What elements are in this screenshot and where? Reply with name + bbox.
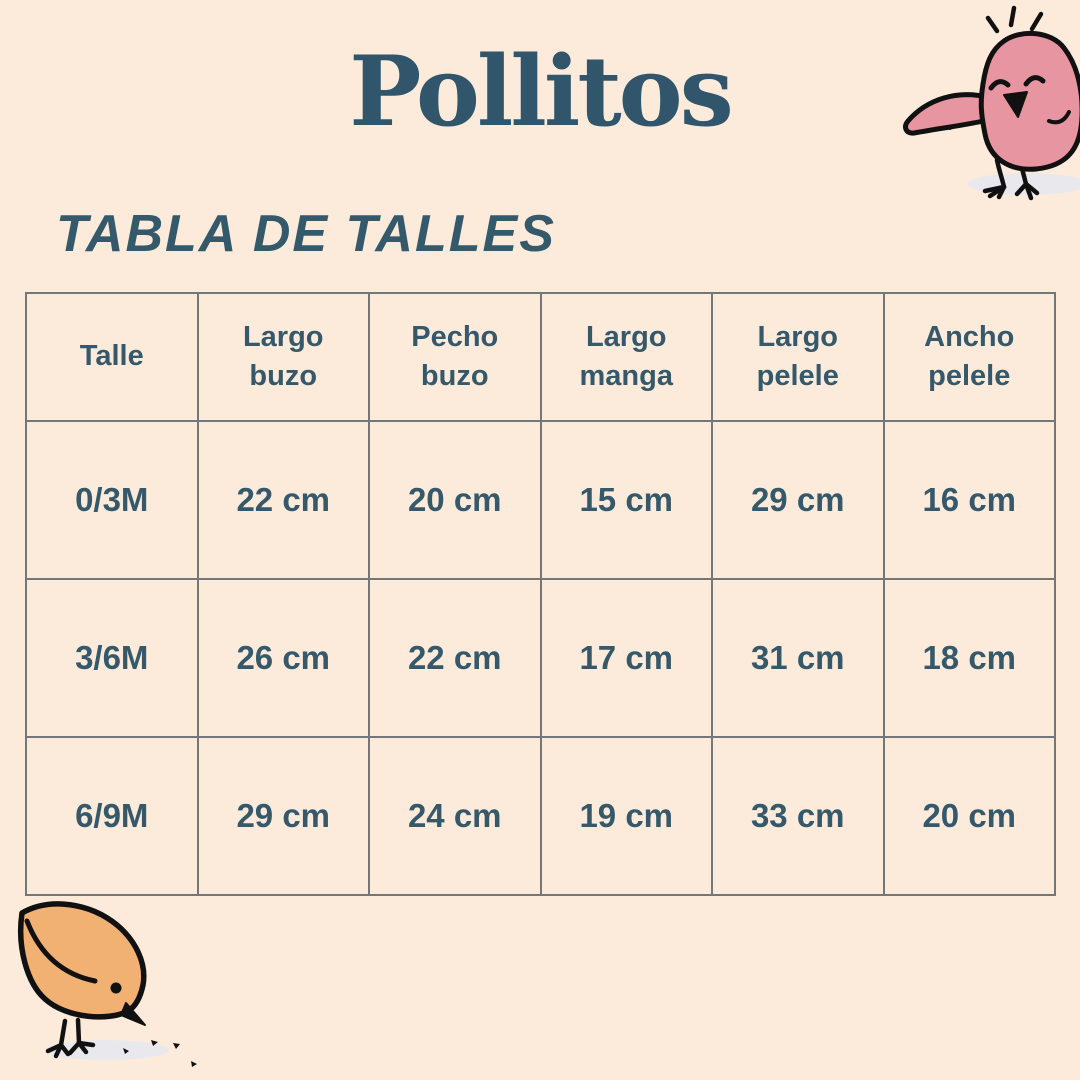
- col-header-largo-buzo: Largo buzo: [196, 292, 370, 422]
- table-row: 6/9M 29 cm 24 cm 19 cm 33 cm 20 cm: [25, 736, 1056, 896]
- cell-value: 29 cm: [196, 736, 370, 896]
- cell-value: 15 cm: [539, 420, 713, 580]
- cell-value: 18 cm: [882, 578, 1056, 738]
- cell-value: 24 cm: [368, 736, 542, 896]
- cell-value: 20 cm: [882, 736, 1056, 896]
- cell-value: 16 cm: [882, 420, 1056, 580]
- col-header-largo-pelele: Largo pelele: [711, 292, 885, 422]
- cell-value: 20 cm: [368, 420, 542, 580]
- cell-size: 0/3M: [25, 420, 199, 580]
- cell-size: 3/6M: [25, 578, 199, 738]
- table-row: 3/6M 26 cm 22 cm 17 cm 31 cm 18 cm: [25, 578, 1056, 738]
- pink-chick-icon: [903, 5, 1080, 201]
- cell-value: 26 cm: [196, 578, 370, 738]
- cell-value: 31 cm: [711, 578, 885, 738]
- orange-chick-pecking-icon: [17, 901, 197, 1067]
- col-header-pecho-buzo: Pecho buzo: [368, 292, 542, 422]
- header-row: Talle Largo buzo Pecho buzo Largo manga …: [25, 292, 1056, 422]
- cell-size: 6/9M: [25, 736, 199, 896]
- cell-value: 22 cm: [196, 420, 370, 580]
- cell-value: 22 cm: [368, 578, 542, 738]
- cell-value: 29 cm: [711, 420, 885, 580]
- cell-value: 33 cm: [711, 736, 885, 896]
- cell-value: 17 cm: [539, 578, 713, 738]
- page-subtitle: TABLA DE TALLES: [56, 205, 556, 263]
- size-table-body: 0/3M 22 cm 20 cm 15 cm 29 cm 16 cm 3/6M …: [25, 420, 1056, 896]
- col-header-ancho-pelele: Ancho pelele: [882, 292, 1056, 422]
- col-header-talle: Talle: [25, 292, 199, 422]
- brand-title: Pollitos: [349, 35, 733, 148]
- size-table: Talle Largo buzo Pecho buzo Largo manga …: [25, 292, 1056, 896]
- cell-value: 19 cm: [539, 736, 713, 896]
- size-table-header: Talle Largo buzo Pecho buzo Largo manga …: [25, 292, 1056, 422]
- col-header-largo-manga: Largo manga: [539, 292, 713, 422]
- table-row: 0/3M 22 cm 20 cm 15 cm 29 cm 16 cm: [25, 420, 1056, 580]
